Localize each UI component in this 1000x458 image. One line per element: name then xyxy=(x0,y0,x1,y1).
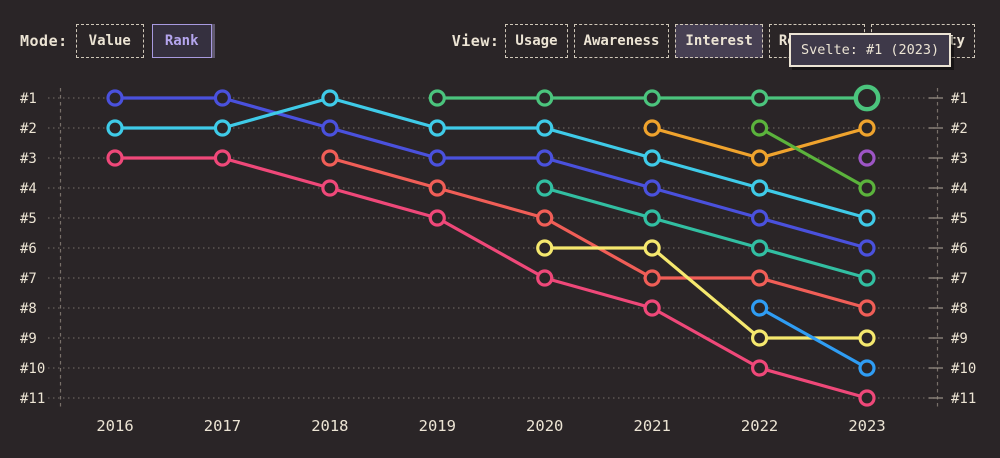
data-point-salmon[interactable] xyxy=(321,149,339,167)
data-point-pink[interactable] xyxy=(643,299,661,317)
y-axis-label-left: #1 xyxy=(20,91,37,107)
data-point-salmon[interactable] xyxy=(536,209,554,227)
data-point-teal[interactable] xyxy=(536,179,554,197)
y-axis-label-right: #1 xyxy=(951,91,968,107)
data-point-cyan[interactable] xyxy=(643,149,661,167)
data-point-svelte-green[interactable] xyxy=(750,89,769,107)
data-point-blue[interactable] xyxy=(858,239,876,257)
data-point-light-green[interactable] xyxy=(750,119,769,137)
y-axis-label-right: #8 xyxy=(951,301,968,317)
view-button-awareness[interactable]: Awareness xyxy=(573,24,670,58)
mode-button-value[interactable]: Value xyxy=(75,24,144,58)
data-point-cyan[interactable] xyxy=(858,209,876,227)
data-point-blue[interactable] xyxy=(750,209,769,227)
series-line-blue xyxy=(115,96,868,250)
x-axis-label: 2023 xyxy=(848,417,885,435)
data-point-blue[interactable] xyxy=(213,89,232,107)
data-point-cyan[interactable] xyxy=(106,119,124,137)
x-axis-label: 2021 xyxy=(633,417,670,435)
data-point-pink[interactable] xyxy=(750,359,769,377)
x-axis-label: 2018 xyxy=(311,417,348,435)
y-axis-label-left: #9 xyxy=(20,331,37,347)
y-axis-label-left: #3 xyxy=(20,151,37,167)
data-point-purple[interactable] xyxy=(858,149,876,167)
data-point-salmon[interactable] xyxy=(858,299,876,317)
y-axis-label-left: #5 xyxy=(20,211,37,227)
data-point-light-green[interactable] xyxy=(858,179,876,197)
y-axis-label-left: #8 xyxy=(20,301,37,317)
y-axis-label-left: #2 xyxy=(20,121,37,137)
data-point-blue[interactable] xyxy=(321,119,339,137)
data-point-blue[interactable] xyxy=(536,149,554,167)
data-point-salmon[interactable] xyxy=(428,179,446,197)
series-line-teal xyxy=(544,186,868,280)
y-axis-label-right: #10 xyxy=(951,361,976,377)
y-axis-label-right: #2 xyxy=(951,121,968,137)
data-point-pink[interactable] xyxy=(858,389,876,407)
y-axis-label-left: #7 xyxy=(20,271,37,287)
data-point-svelte-green[interactable] xyxy=(643,89,661,107)
data-point-blue[interactable] xyxy=(643,179,661,197)
y-axis-label-left: #6 xyxy=(20,241,37,257)
y-axis-label-right: #3 xyxy=(951,151,968,167)
y-axis-label-left: #11 xyxy=(20,391,45,407)
data-point-cyan[interactable] xyxy=(321,89,339,107)
data-point-yellow[interactable] xyxy=(643,239,661,257)
y-axis-label-left: #10 xyxy=(20,361,45,377)
y-axis-label-right: #4 xyxy=(951,181,968,197)
mode-button-rank[interactable]: Rank xyxy=(151,24,212,58)
x-axis-label: 2019 xyxy=(419,417,456,435)
chart-tooltip: Svelte: #1 (2023) xyxy=(789,33,952,67)
x-axis-label: 2017 xyxy=(204,417,241,435)
series-line-cyan xyxy=(115,96,868,220)
x-axis-label: 2020 xyxy=(526,417,563,435)
data-point-teal[interactable] xyxy=(858,269,876,287)
y-axis-label-right: #11 xyxy=(951,391,976,407)
x-axis-label: 2022 xyxy=(741,417,778,435)
y-axis-label-right: #5 xyxy=(951,211,968,227)
mode-toggle-group: Mode: Value Rank xyxy=(20,24,212,58)
data-point-pink[interactable] xyxy=(536,269,554,287)
data-point-sky-blue[interactable] xyxy=(858,359,876,377)
series-line-light-green xyxy=(758,126,868,190)
view-button-usage[interactable]: Usage xyxy=(505,24,568,58)
data-point-pink[interactable] xyxy=(428,209,446,227)
y-axis-label-right: #6 xyxy=(951,241,968,257)
data-point-cyan[interactable] xyxy=(428,119,446,137)
series-line-sky-blue xyxy=(758,306,868,370)
y-axis-label-right: #9 xyxy=(951,331,968,347)
y-axis-label-left: #4 xyxy=(20,181,37,197)
view-label: View: xyxy=(451,32,500,50)
data-point-sky-blue[interactable] xyxy=(750,299,769,317)
data-point-orange[interactable] xyxy=(643,119,661,137)
y-axis-label-right: #7 xyxy=(951,271,968,287)
data-point-salmon[interactable] xyxy=(643,269,661,287)
view-button-interest[interactable]: Interest xyxy=(675,24,763,58)
data-point-pink[interactable] xyxy=(106,149,124,167)
data-point-teal[interactable] xyxy=(643,209,661,227)
data-point-blue[interactable] xyxy=(106,89,124,107)
data-point-teal[interactable] xyxy=(750,239,769,257)
data-point-orange[interactable] xyxy=(750,149,769,167)
data-point-svelte-green[interactable] xyxy=(428,89,446,107)
data-point-salmon[interactable] xyxy=(750,269,769,287)
data-point-yellow[interactable] xyxy=(750,329,769,347)
data-point-pink[interactable] xyxy=(213,149,232,167)
data-point-pink[interactable] xyxy=(321,179,339,197)
data-point-svelte-green[interactable] xyxy=(536,89,554,107)
series-line-salmon xyxy=(329,156,868,310)
data-point-cyan[interactable] xyxy=(536,119,554,137)
data-point-cyan[interactable] xyxy=(213,119,232,137)
series-line-pink xyxy=(115,156,868,400)
data-point-blue[interactable] xyxy=(428,149,446,167)
x-axis-label: 2016 xyxy=(96,417,133,435)
data-point-yellow[interactable] xyxy=(536,239,554,257)
highlighted-data-point-svelte-green[interactable] xyxy=(853,84,881,112)
mode-label: Mode: xyxy=(20,32,68,50)
data-point-cyan[interactable] xyxy=(750,179,769,197)
data-point-orange[interactable] xyxy=(858,119,876,137)
data-point-yellow[interactable] xyxy=(858,329,876,347)
